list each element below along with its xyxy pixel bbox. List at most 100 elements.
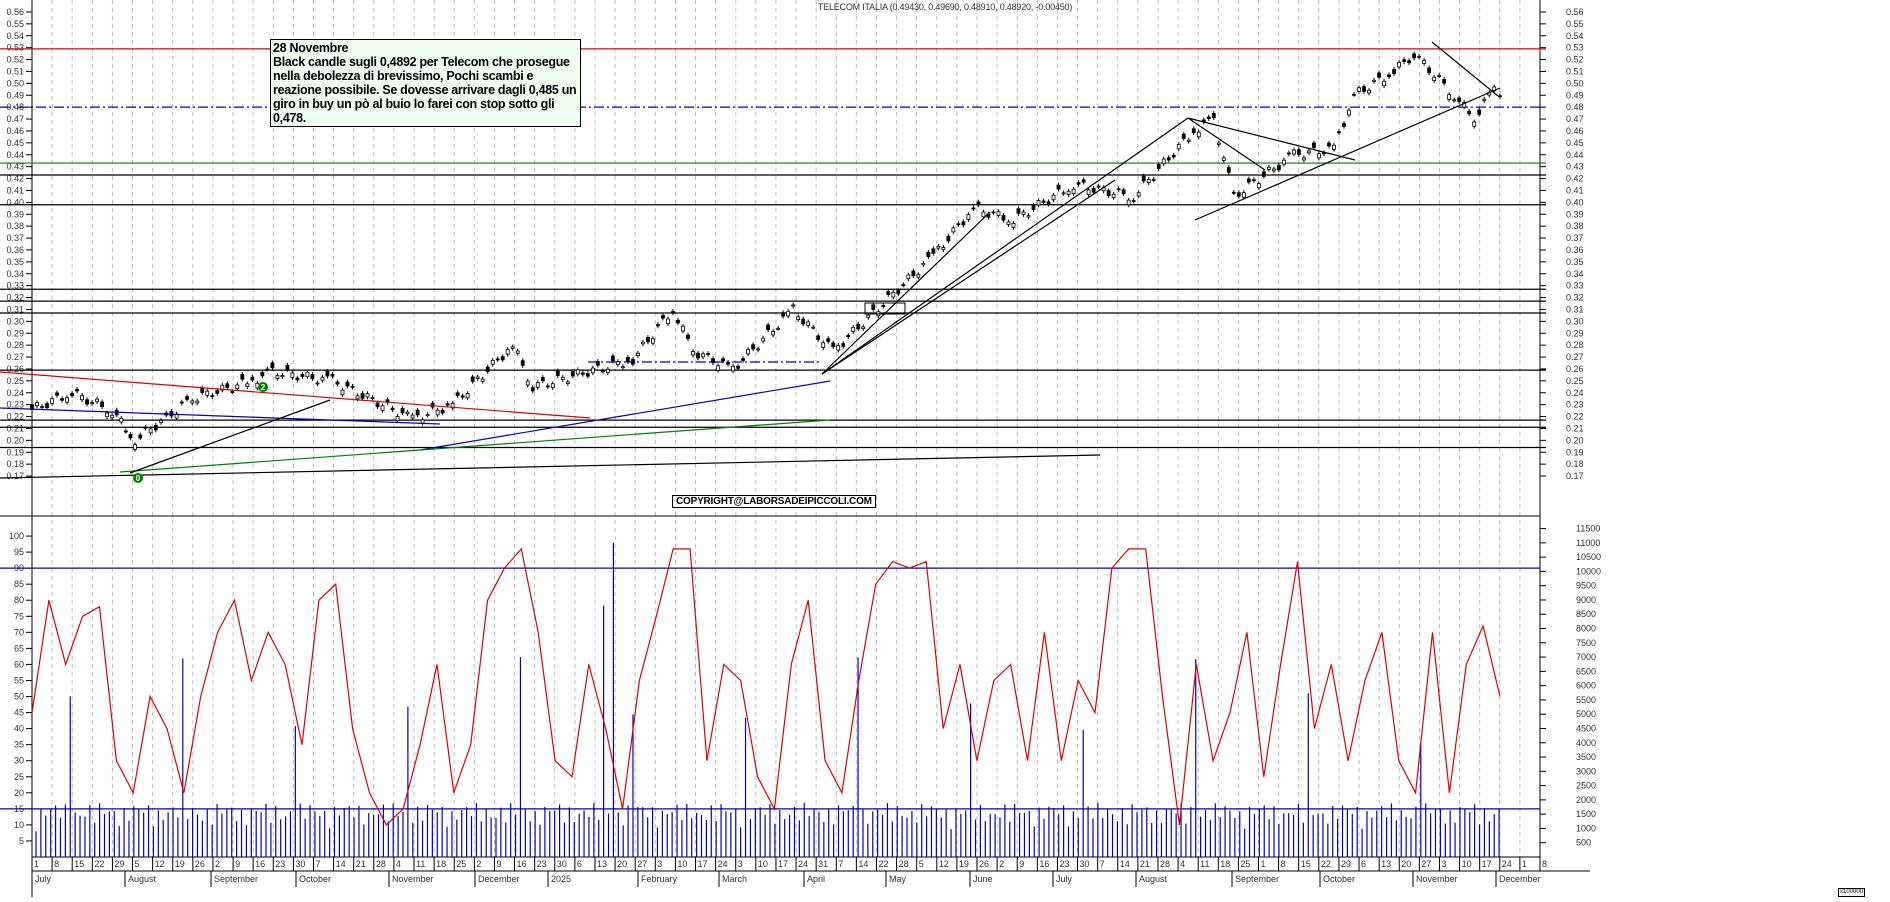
candle-body xyxy=(1066,190,1071,195)
y-tick-label: 0.17 xyxy=(6,471,24,481)
y-tick-label: 0.29 xyxy=(6,328,24,338)
candle-body xyxy=(971,207,976,210)
candle-body xyxy=(1176,144,1181,150)
candle-body xyxy=(1241,192,1246,198)
candle-body xyxy=(205,390,210,396)
candle-body xyxy=(535,382,540,388)
y-tick-label: 0.38 xyxy=(6,221,24,231)
candle-body xyxy=(1382,80,1386,87)
candle-body xyxy=(440,410,445,414)
candle-body xyxy=(1131,200,1136,202)
candle-body xyxy=(1297,149,1301,155)
x-tick-label: 9 xyxy=(496,859,501,869)
candle-body xyxy=(1076,182,1081,185)
candle-body xyxy=(490,359,495,365)
candle-body xyxy=(636,352,640,356)
osc-tick-label: 40 xyxy=(14,724,24,734)
candle-body xyxy=(335,381,340,385)
candle-body xyxy=(405,411,410,415)
x-tick-label: 11 xyxy=(1200,859,1209,869)
y-tick-label: 0.40 xyxy=(6,197,24,207)
x-tick-label: 5 xyxy=(135,859,140,869)
y-tick-label: 0.41 xyxy=(1566,185,1584,195)
candle-body xyxy=(806,321,811,326)
candle-body xyxy=(123,430,128,433)
y-tick-label: 0.27 xyxy=(1566,352,1584,362)
candle-body xyxy=(1151,178,1156,181)
candle-body xyxy=(1467,110,1472,115)
candle-body xyxy=(1477,109,1482,115)
candle-body xyxy=(119,417,124,423)
candle-body xyxy=(1081,179,1086,183)
candle-body xyxy=(505,349,510,355)
candle-body xyxy=(100,401,105,408)
volume-tick-label: 11500 xyxy=(1576,524,1600,534)
candle-body xyxy=(565,381,570,384)
candle-body xyxy=(143,426,148,429)
y-tick-label: 0.39 xyxy=(6,209,24,219)
candle-body xyxy=(585,373,590,377)
candle-body xyxy=(766,324,771,331)
x-tick-label: 8 xyxy=(54,859,59,869)
candle-body xyxy=(1367,89,1371,94)
y-tick-label: 0.50 xyxy=(6,78,24,88)
y-tick-label: 0.29 xyxy=(1566,328,1584,338)
candle-body xyxy=(190,400,195,404)
y-tick-label: 0.20 xyxy=(1566,435,1584,445)
x-tick-label: 24 xyxy=(798,859,808,869)
candle-body xyxy=(951,227,956,233)
candle-body xyxy=(325,370,330,377)
trend-line xyxy=(0,407,441,425)
candle-body xyxy=(1206,116,1211,120)
volume-tick-label: 2500 xyxy=(1576,781,1596,791)
x-tick-label: 21 xyxy=(356,859,366,869)
x-tick-label: 1 xyxy=(34,859,39,869)
y-tick-label: 0.54 xyxy=(1566,31,1584,41)
month-label: November xyxy=(392,874,434,884)
y-tick-label: 0.25 xyxy=(6,376,24,386)
candle-body xyxy=(75,388,79,392)
x-tick-label: 9 xyxy=(1019,859,1024,869)
candle-body xyxy=(896,290,901,295)
volume-tick-label: 6000 xyxy=(1576,681,1596,691)
candle-body xyxy=(1186,139,1191,142)
y-tick-label: 0.28 xyxy=(6,340,24,350)
note-text: Black candle sugli 0,4892 per Telecom ch… xyxy=(273,55,577,125)
candle-body xyxy=(200,387,205,393)
candle-body xyxy=(1216,142,1221,145)
candle-body xyxy=(1397,62,1401,68)
candle-body xyxy=(846,335,851,337)
candle-body xyxy=(540,377,545,382)
candle-body xyxy=(1437,75,1442,77)
y-tick-label: 0.35 xyxy=(6,257,24,267)
x-tick-label: 23 xyxy=(275,859,285,869)
candle-body xyxy=(926,251,931,258)
candle-body xyxy=(35,402,39,407)
trend-line xyxy=(0,454,1101,479)
candle-body xyxy=(786,310,791,317)
candle-body xyxy=(731,365,735,372)
volume-tick-label: 1000 xyxy=(1576,823,1596,833)
volume-tick-label: 4000 xyxy=(1576,738,1596,748)
y-tick-label: 0.45 xyxy=(1566,138,1584,148)
y-tick-label: 0.51 xyxy=(6,66,24,76)
candle-body xyxy=(575,369,580,375)
osc-tick-label: 85 xyxy=(14,579,24,589)
osc-tick-label: 50 xyxy=(14,692,24,702)
candle-body xyxy=(881,305,886,307)
y-tick-label: 0.54 xyxy=(6,31,24,41)
candle-body xyxy=(966,214,971,220)
candle-body xyxy=(1357,87,1361,92)
candle-body xyxy=(1086,189,1091,195)
candle-body xyxy=(671,311,675,314)
candle-body xyxy=(716,365,720,371)
candle-body xyxy=(861,326,866,330)
candle-body xyxy=(791,304,796,307)
trend-line xyxy=(1194,87,1501,221)
candle-body xyxy=(1317,153,1321,159)
x-tick-label: 22 xyxy=(1321,859,1331,869)
candle-body xyxy=(886,291,891,295)
volume-tick-label: 9500 xyxy=(1576,581,1596,591)
month-label: April xyxy=(807,874,825,884)
x-tick-label: 3 xyxy=(1441,859,1446,869)
